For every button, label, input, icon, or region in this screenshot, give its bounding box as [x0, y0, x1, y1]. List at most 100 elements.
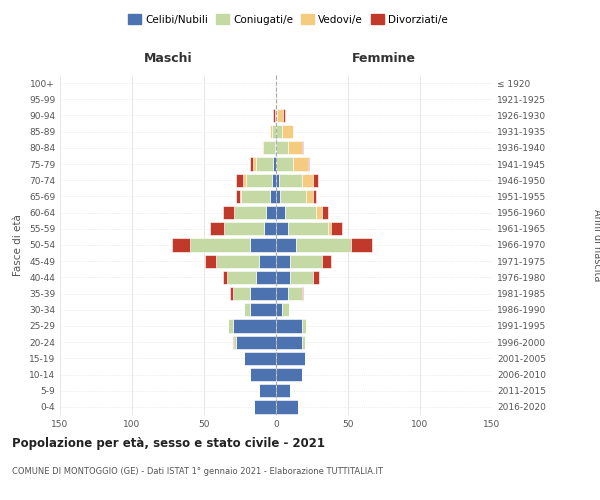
Legend: Celibi/Nubili, Coniugati/e, Vedovi/e, Divorziati/e: Celibi/Nubili, Coniugati/e, Vedovi/e, Di…: [124, 10, 452, 29]
Bar: [287, 141, 302, 154]
Bar: [276, 206, 284, 220]
Bar: [259, 254, 276, 268]
Bar: [331, 222, 342, 235]
Bar: [244, 352, 276, 365]
Bar: [322, 254, 331, 268]
Bar: [270, 190, 276, 203]
Bar: [229, 320, 233, 332]
Bar: [287, 222, 328, 235]
Bar: [270, 125, 272, 138]
Y-axis label: Fasce di età: Fasce di età: [13, 214, 23, 276]
Bar: [250, 287, 276, 300]
Bar: [276, 320, 302, 332]
Bar: [302, 320, 306, 332]
Bar: [250, 158, 253, 170]
Bar: [276, 400, 298, 413]
Bar: [236, 174, 243, 187]
Bar: [276, 141, 287, 154]
Bar: [276, 222, 287, 235]
Bar: [234, 336, 236, 349]
Bar: [276, 368, 302, 381]
Bar: [276, 254, 290, 268]
Bar: [276, 238, 296, 252]
Bar: [279, 174, 302, 187]
Bar: [302, 174, 313, 187]
Bar: [351, 238, 373, 252]
Bar: [275, 109, 276, 122]
Bar: [241, 190, 270, 203]
Bar: [272, 174, 276, 187]
Bar: [280, 190, 306, 203]
Bar: [287, 287, 302, 300]
Bar: [210, 222, 224, 235]
Bar: [276, 190, 280, 203]
Bar: [227, 270, 256, 284]
Bar: [223, 270, 227, 284]
Bar: [273, 158, 276, 170]
Bar: [246, 174, 272, 187]
Bar: [272, 125, 276, 138]
Bar: [215, 254, 259, 268]
Text: Popolazione per età, sesso e stato civile - 2021: Popolazione per età, sesso e stato civil…: [12, 438, 325, 450]
Text: COMUNE DI MONTOGGIO (GE) - Dati ISTAT 1° gennaio 2021 - Elaborazione TUTTITALIA.: COMUNE DI MONTOGGIO (GE) - Dati ISTAT 1°…: [12, 468, 383, 476]
Bar: [230, 287, 233, 300]
Bar: [190, 238, 250, 252]
Bar: [234, 206, 266, 220]
Bar: [302, 287, 304, 300]
Bar: [266, 206, 276, 220]
Bar: [236, 336, 276, 349]
Bar: [276, 92, 277, 106]
Bar: [250, 368, 276, 381]
Bar: [276, 303, 282, 316]
Bar: [276, 384, 290, 398]
Bar: [277, 109, 283, 122]
Bar: [250, 238, 276, 252]
Bar: [306, 190, 313, 203]
Bar: [275, 141, 276, 154]
Text: Maschi: Maschi: [143, 52, 193, 66]
Bar: [296, 238, 351, 252]
Bar: [328, 222, 331, 235]
Bar: [302, 336, 305, 349]
Bar: [172, 238, 190, 252]
Bar: [233, 287, 250, 300]
Bar: [313, 190, 316, 203]
Bar: [263, 141, 275, 154]
Bar: [282, 125, 293, 138]
Text: Femmine: Femmine: [352, 52, 416, 66]
Bar: [322, 206, 328, 220]
Bar: [276, 158, 293, 170]
Bar: [284, 206, 316, 220]
Bar: [259, 384, 276, 398]
Bar: [244, 303, 250, 316]
Bar: [265, 222, 276, 235]
Bar: [316, 206, 322, 220]
Bar: [273, 109, 275, 122]
Bar: [283, 109, 284, 122]
Bar: [256, 270, 276, 284]
Bar: [276, 109, 277, 122]
Bar: [308, 158, 309, 170]
Bar: [313, 174, 318, 187]
Bar: [290, 254, 322, 268]
Bar: [256, 158, 273, 170]
Bar: [243, 174, 246, 187]
Bar: [250, 303, 276, 316]
Bar: [282, 303, 289, 316]
Bar: [276, 174, 279, 187]
Bar: [276, 125, 282, 138]
Bar: [254, 400, 276, 413]
Bar: [253, 158, 256, 170]
Bar: [233, 320, 276, 332]
Bar: [224, 222, 265, 235]
Bar: [236, 190, 240, 203]
Bar: [293, 158, 308, 170]
Bar: [276, 287, 287, 300]
Bar: [262, 141, 263, 154]
Bar: [290, 270, 313, 284]
Bar: [302, 141, 304, 154]
Bar: [205, 254, 215, 268]
Bar: [233, 336, 234, 349]
Bar: [276, 352, 305, 365]
Bar: [276, 270, 290, 284]
